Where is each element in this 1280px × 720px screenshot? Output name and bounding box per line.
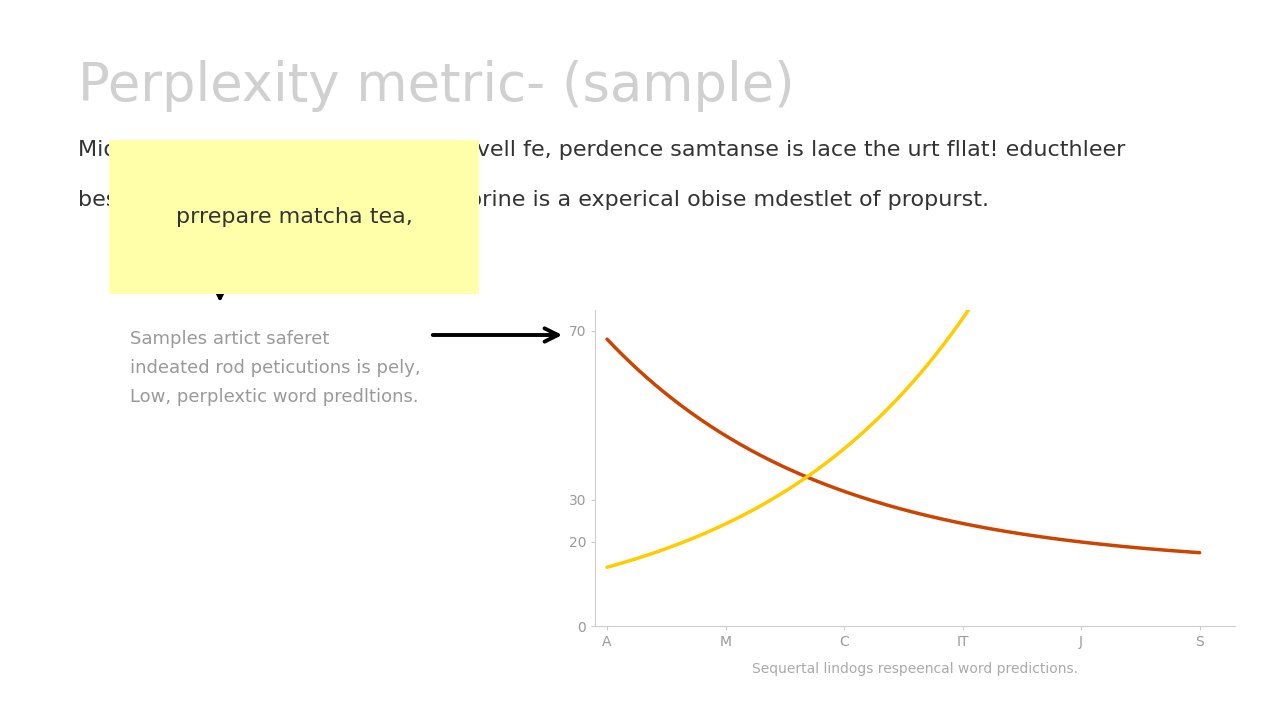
- Text: Samples artict saferet
indeated rod peticutions is pely,
Low, perplextic word pr: Samples artict saferet indeated rod peti…: [131, 330, 421, 406]
- Text: prrepare matcha tea,: prrepare matcha tea,: [177, 207, 412, 227]
- Text: Sequertal lindogs respeencal word predictions.: Sequertal lindogs respeencal word predic…: [753, 662, 1078, 676]
- Text: besult to: besult to: [78, 190, 183, 210]
- Text: Mide pout neasere laera magens savell fe, perdence samtanse is lace the urt flla: Mide pout neasere laera magens savell fe…: [78, 140, 1125, 160]
- Text: Perplexity metric- (sample): Perplexity metric- (sample): [78, 60, 795, 112]
- Text: nt let odorine is a experical obise mdestlet of propurst.: nt let odorine is a experical obise mdes…: [375, 190, 989, 210]
